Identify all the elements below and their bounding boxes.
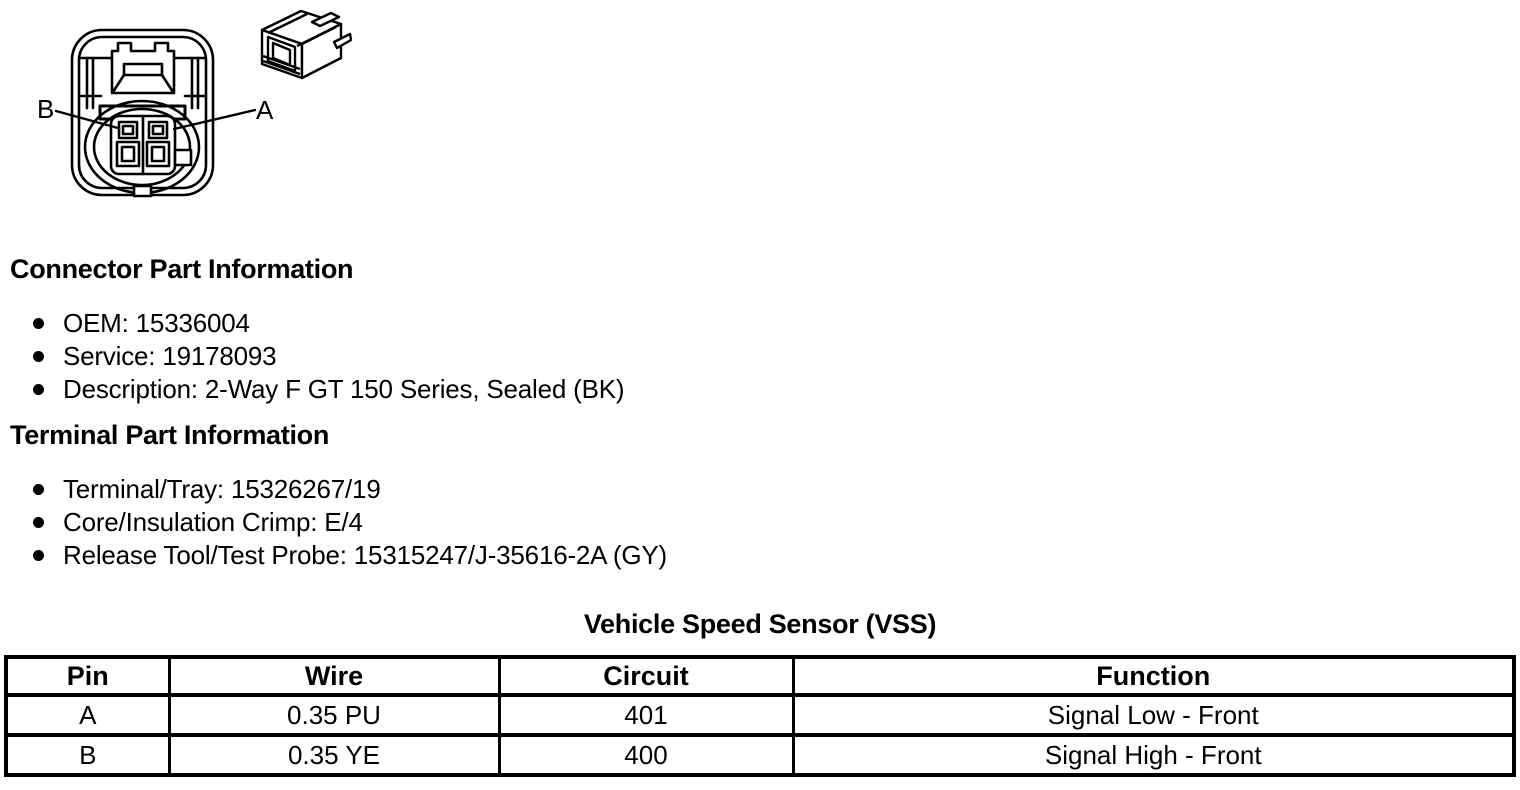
pin-cell: B — [4, 733, 171, 777]
terminal-label-b: B — [37, 94, 55, 124]
bullet-icon — [33, 550, 44, 561]
bullet-icon — [33, 517, 44, 528]
wire-cell: 0.35 PU — [167, 693, 501, 737]
pinout-table-header: Pin Wire Circuit Function — [4, 655, 1516, 697]
table-title: Vehicle Speed Sensor (VSS) — [583, 609, 937, 639]
bullet-icon — [33, 318, 44, 329]
pinout-table: Pin Wire Circuit Function A 0.35 PU 401 … — [4, 655, 1516, 777]
list-item-release-tool: Release Tool/Test Probe: 15315247/J-3561… — [33, 539, 667, 572]
terminal-label-a: A — [256, 95, 274, 125]
circuit-cell: 400 — [497, 733, 795, 777]
list-item-terminal-tray: Terminal/Tray: 15326267/19 — [33, 473, 667, 506]
list-item-crimp: Core/Insulation Crimp: E/4 — [33, 506, 667, 539]
connector-figure: B A — [0, 0, 380, 220]
wire-cell: 0.35 YE — [167, 733, 501, 777]
list-item-text: Terminal/Tray: 15326267/19 — [63, 474, 381, 504]
header-row: Pin Wire Circuit Function — [4, 655, 1516, 697]
connector-diagram — [54, 9, 353, 198]
list-item-service: Service: 19178093 — [33, 340, 624, 373]
connector-3d-drawing — [260, 9, 353, 80]
table-row: B 0.35 YE 400 Signal High - Front — [4, 733, 1516, 777]
function-cell: Signal High - Front — [791, 733, 1516, 777]
connector-face-drawing — [70, 28, 215, 198]
bullet-icon — [33, 384, 44, 395]
list-item-text: Release Tool/Test Probe: 15315247/J-3561… — [63, 540, 667, 570]
list-item-text: Core/Insulation Crimp: E/4 — [63, 507, 363, 537]
connector-info-list: OEM: 15336004 Service: 19178093 Descript… — [33, 307, 625, 406]
list-item-oem: OEM: 15336004 — [33, 307, 624, 340]
list-item-text: Service: 19178093 — [63, 341, 277, 371]
pin-column-header: Pin — [4, 655, 171, 697]
wire-column-header: Wire — [167, 655, 501, 697]
circuit-cell: 401 — [497, 693, 795, 737]
table-row: A 0.35 PU 401 Signal Low - Front — [4, 693, 1516, 737]
function-cell: Signal Low - Front — [791, 693, 1516, 737]
connector-info-heading: Connector Part Information — [10, 254, 354, 284]
list-item-description: Description: 2-Way F GT 150 Series, Seal… — [33, 373, 625, 406]
terminal-info-list: Terminal/Tray: 15326267/19 Core/Insulati… — [33, 473, 667, 572]
pin-cell: A — [4, 693, 171, 737]
function-column-header: Function — [791, 655, 1516, 697]
leader-line-b — [54, 109, 120, 130]
circuit-column-header: Circuit — [497, 655, 795, 697]
bullet-icon — [33, 351, 44, 362]
bullet-icon — [33, 484, 44, 495]
leader-line-a — [172, 108, 257, 131]
terminal-info-heading: Terminal Part Information — [10, 420, 330, 450]
list-item-text: Description: 2-Way F GT 150 Series, Seal… — [63, 374, 625, 404]
list-item-text: OEM: 15336004 — [63, 308, 250, 338]
